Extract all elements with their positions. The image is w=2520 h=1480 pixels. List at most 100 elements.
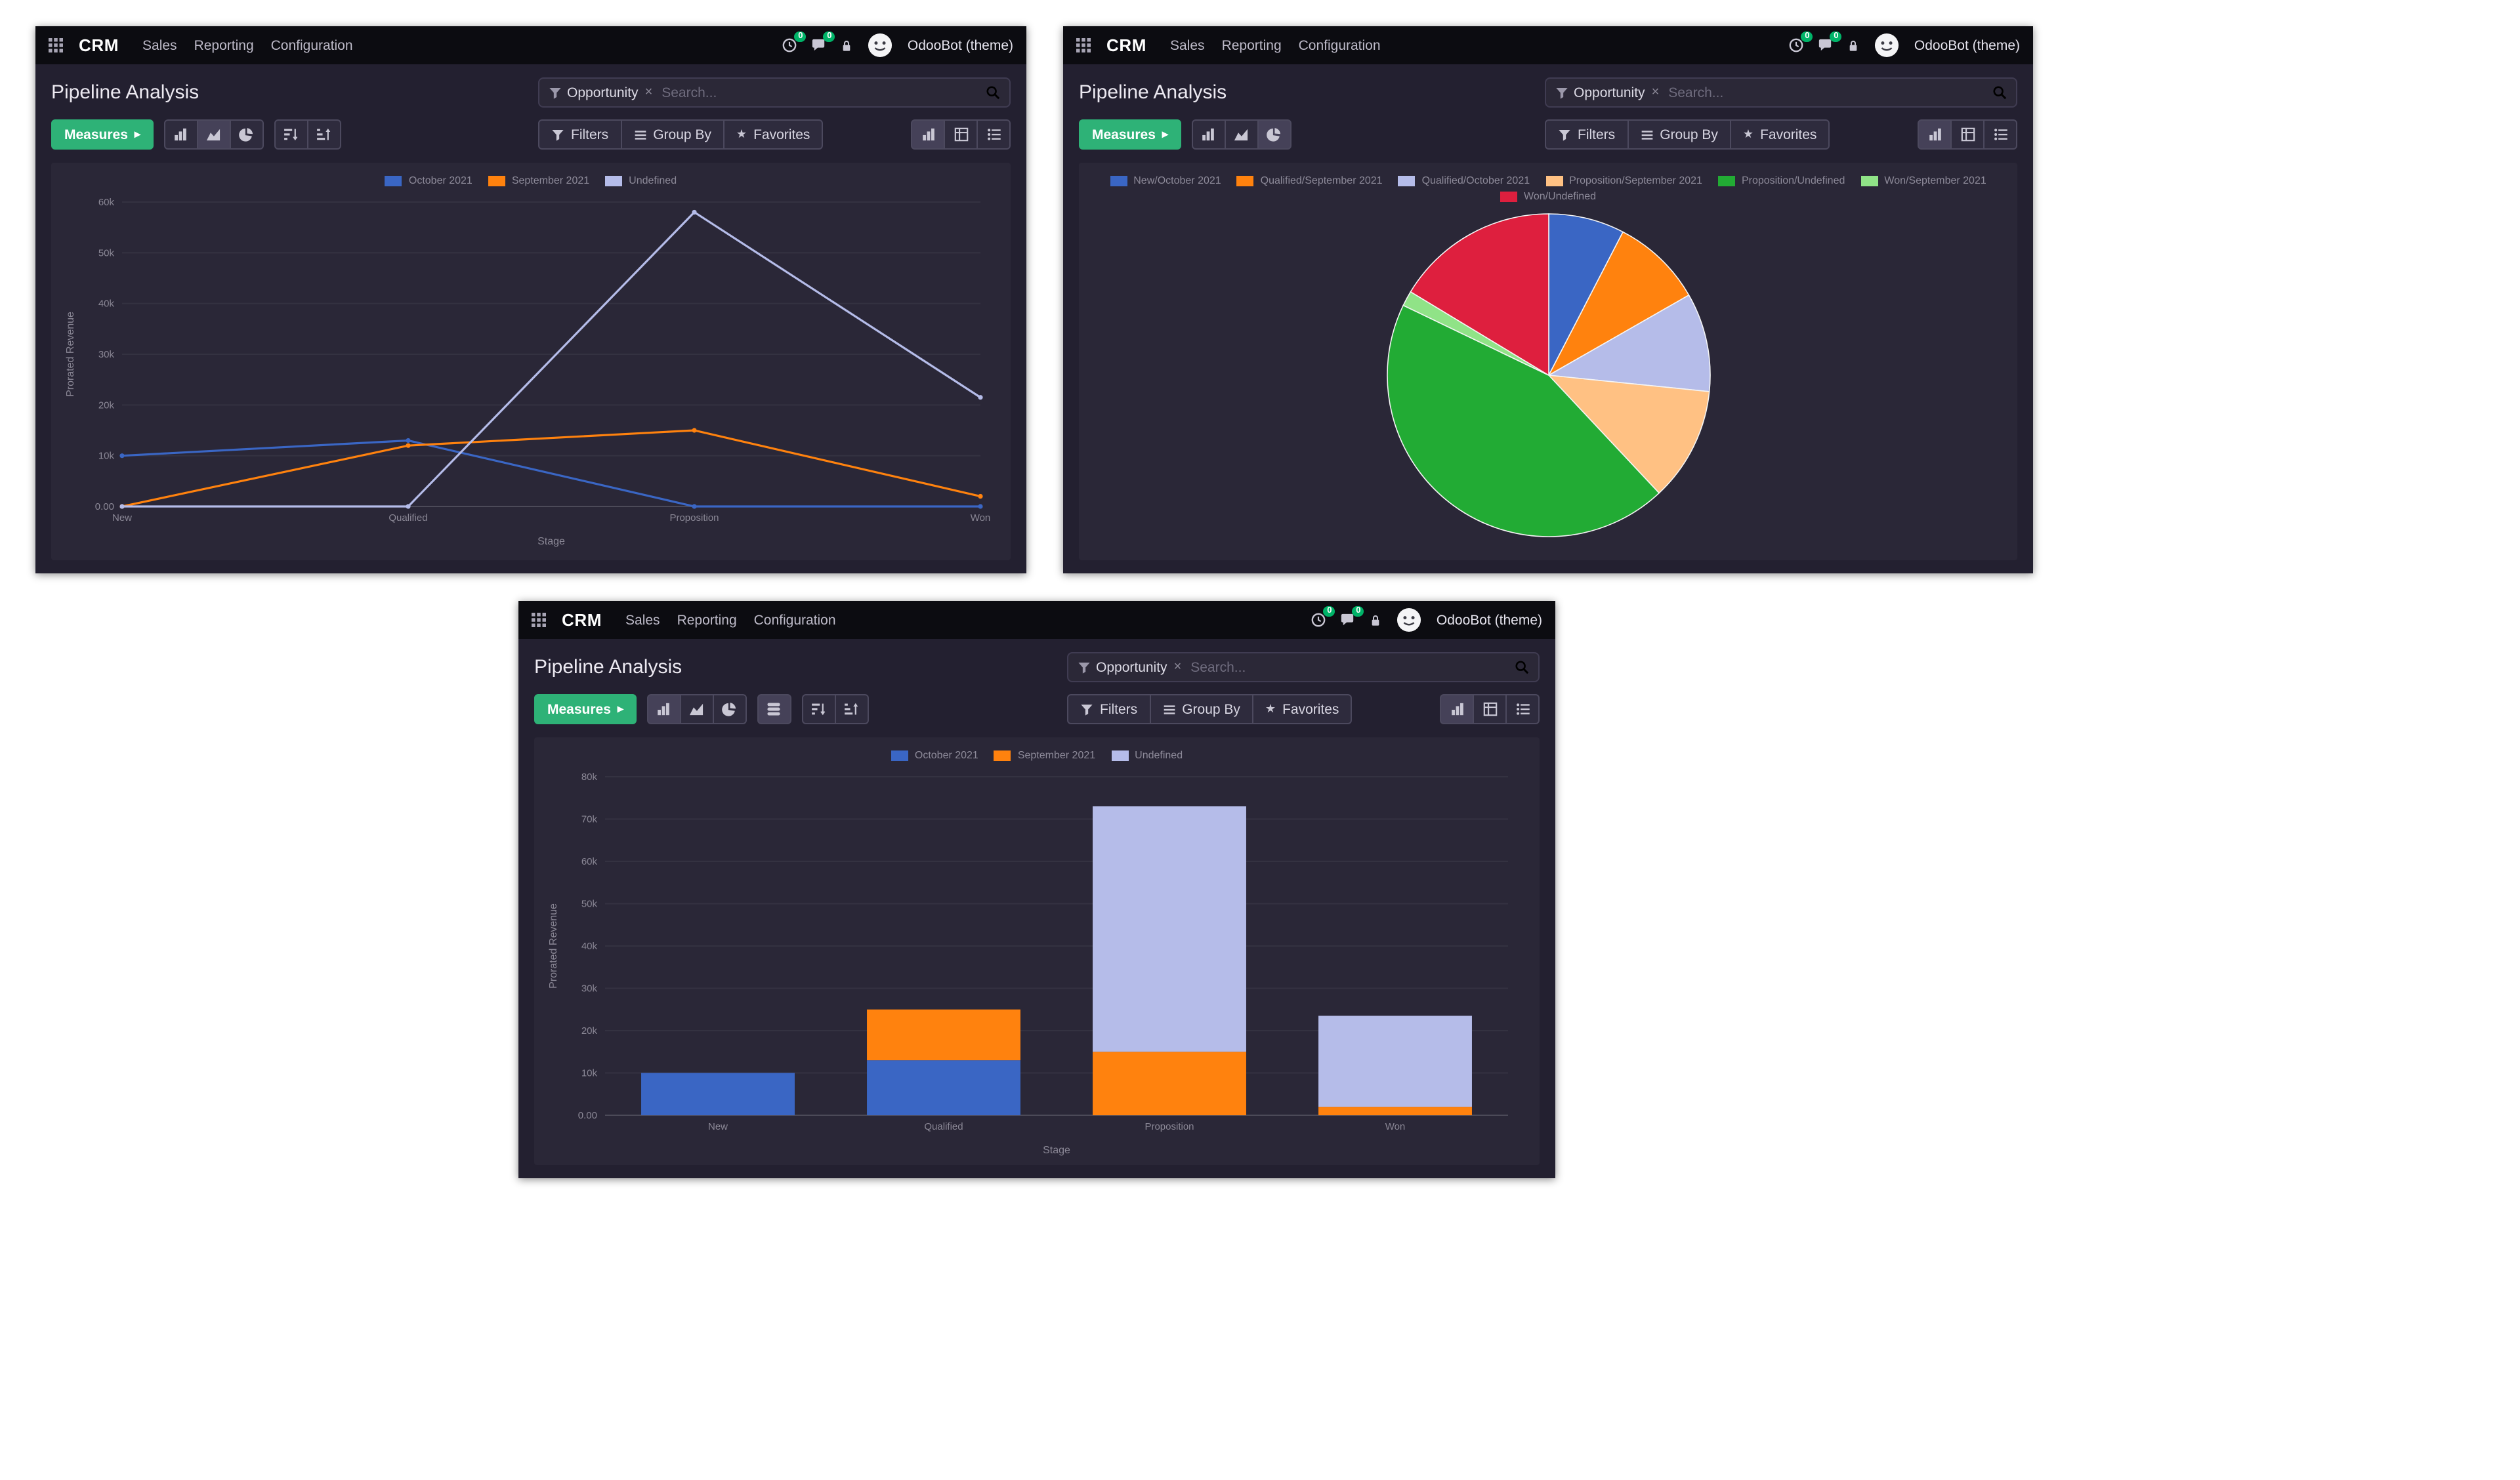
legend-item[interactable]: Proposition/Undefined: [1717, 175, 1845, 186]
favorites-button[interactable]: ★ Favorites: [723, 119, 824, 150]
facet-remove-icon[interactable]: ×: [644, 85, 653, 100]
sort-asc-button[interactable]: [834, 694, 869, 724]
legend-item[interactable]: Qualified/October 2021: [1398, 175, 1530, 186]
search-facet[interactable]: Opportunity ×: [1555, 85, 1660, 100]
view-list-button[interactable]: [1983, 119, 2017, 150]
group-by-button[interactable]: Group By: [620, 119, 724, 150]
line-chart-button[interactable]: [196, 119, 231, 150]
stacked-toggle-button[interactable]: [757, 694, 791, 724]
legend-label: Proposition/Undefined: [1741, 175, 1845, 186]
legend-item[interactable]: October 2021: [385, 175, 472, 186]
legend-item[interactable]: Undefined: [605, 175, 677, 186]
facet-remove-icon[interactable]: ×: [1173, 660, 1182, 674]
search-icon[interactable]: [986, 85, 1000, 100]
menu-sales[interactable]: Sales: [142, 37, 177, 53]
filters-button[interactable]: Filters: [1067, 694, 1151, 724]
facet-remove-icon[interactable]: ×: [1651, 85, 1660, 100]
filters-button[interactable]: Filters: [538, 119, 622, 150]
search-icon[interactable]: [1515, 660, 1529, 674]
view-pivot-button[interactable]: [944, 119, 978, 150]
legend-item[interactable]: Won/September 2021: [1860, 175, 1986, 186]
view-pivot-button[interactable]: [1950, 119, 1984, 150]
legend-item[interactable]: Undefined: [1111, 749, 1183, 761]
sort-asc-button[interactable]: [306, 119, 341, 150]
line-chart-button[interactable]: [1224, 119, 1259, 150]
legend-item[interactable]: Proposition/September 2021: [1545, 175, 1702, 186]
search-input[interactable]: [1190, 659, 1507, 675]
user-name[interactable]: OdooBot (theme): [1914, 37, 2020, 53]
app-brand[interactable]: CRM: [562, 610, 602, 630]
menu-sales[interactable]: Sales: [625, 612, 660, 628]
view-graph-button[interactable]: [1918, 119, 1952, 150]
avatar[interactable]: [1875, 33, 1900, 58]
search-facet[interactable]: Opportunity ×: [1078, 659, 1183, 675]
filters-button[interactable]: Filters: [1545, 119, 1629, 150]
legend-item[interactable]: New/October 2021: [1110, 175, 1221, 186]
group-by-button[interactable]: Group By: [1627, 119, 1731, 150]
lock-icon[interactable]: [1370, 613, 1383, 627]
lock-icon[interactable]: [841, 39, 854, 52]
app-brand[interactable]: CRM: [79, 35, 119, 55]
measures-button[interactable]: Measures ▸: [534, 694, 637, 724]
legend-item[interactable]: October 2021: [891, 749, 978, 761]
menu-reporting[interactable]: Reporting: [1221, 37, 1282, 53]
view-list-button[interactable]: [976, 119, 1011, 150]
bar-chart-button[interactable]: [646, 694, 681, 724]
menu-configuration[interactable]: Configuration: [753, 612, 836, 628]
search-input[interactable]: [1668, 85, 1984, 100]
avatar[interactable]: [1397, 607, 1422, 632]
sort-desc-button[interactable]: [801, 694, 836, 724]
legend-swatch: [1545, 175, 1563, 186]
view-graph-button[interactable]: [1440, 694, 1474, 724]
menu-reporting[interactable]: Reporting: [677, 612, 737, 628]
user-name[interactable]: OdooBot (theme): [1436, 612, 1542, 628]
messages-icon[interactable]: 0: [1341, 606, 1364, 627]
group-by-button[interactable]: Group By: [1149, 694, 1253, 724]
search-icon[interactable]: [1992, 85, 2007, 100]
avatar[interactable]: [868, 33, 893, 58]
graph-view-icon: [1927, 127, 1942, 142]
messages-icon[interactable]: 0: [812, 31, 835, 52]
favorites-button[interactable]: ★ Favorites: [1251, 694, 1353, 724]
search-bar[interactable]: Opportunity ×: [1545, 77, 2017, 108]
bar-chart-button[interactable]: [1191, 119, 1226, 150]
legend-item[interactable]: Qualified/September 2021: [1236, 175, 1383, 186]
search-bar[interactable]: Opportunity ×: [1067, 652, 1540, 682]
chart-card: October 2021 September 2021 Undefined 0.00…: [51, 163, 1011, 560]
bar-chart-icon: [174, 127, 188, 142]
menu-configuration[interactable]: Configuration: [270, 37, 353, 53]
apps-menu-icon[interactable]: [49, 38, 63, 52]
view-list-button[interactable]: [1505, 694, 1540, 724]
activities-icon[interactable]: 0: [1790, 31, 1813, 52]
user-name[interactable]: OdooBot (theme): [907, 37, 1013, 53]
search-bar[interactable]: Opportunity ×: [538, 77, 1011, 108]
measures-button[interactable]: Measures ▸: [51, 119, 154, 150]
message-badge: 0: [1352, 606, 1364, 617]
lock-icon[interactable]: [1847, 39, 1860, 52]
search-facet[interactable]: Opportunity ×: [549, 85, 654, 100]
pie-chart-button[interactable]: [712, 694, 747, 724]
sort-desc-button[interactable]: [274, 119, 308, 150]
view-graph-button[interactable]: [911, 119, 945, 150]
view-pivot-button[interactable]: [1473, 694, 1507, 724]
legend-item[interactable]: September 2021: [488, 175, 589, 186]
pie-chart-button[interactable]: [1257, 119, 1292, 150]
activities-icon[interactable]: 0: [1312, 606, 1335, 627]
measures-button[interactable]: Measures ▸: [1079, 119, 1181, 150]
app-brand[interactable]: CRM: [1106, 35, 1147, 55]
pivot-view-icon: [1482, 702, 1497, 716]
bar-chart-button[interactable]: [163, 119, 198, 150]
favorites-button[interactable]: ★ Favorites: [1729, 119, 1830, 150]
line-chart-button[interactable]: [679, 694, 714, 724]
legend-item[interactable]: September 2021: [994, 749, 1095, 761]
menu-sales[interactable]: Sales: [1170, 37, 1205, 53]
menu-configuration[interactable]: Configuration: [1298, 37, 1381, 53]
apps-menu-icon[interactable]: [532, 613, 546, 627]
menu-reporting[interactable]: Reporting: [194, 37, 254, 53]
apps-menu-icon[interactable]: [1076, 38, 1091, 52]
search-input[interactable]: [662, 85, 978, 100]
legend-item[interactable]: Won/Undefined: [1500, 190, 1596, 202]
pie-chart-button[interactable]: [229, 119, 264, 150]
activities-icon[interactable]: 0: [783, 31, 807, 52]
messages-icon[interactable]: 0: [1818, 31, 1842, 52]
